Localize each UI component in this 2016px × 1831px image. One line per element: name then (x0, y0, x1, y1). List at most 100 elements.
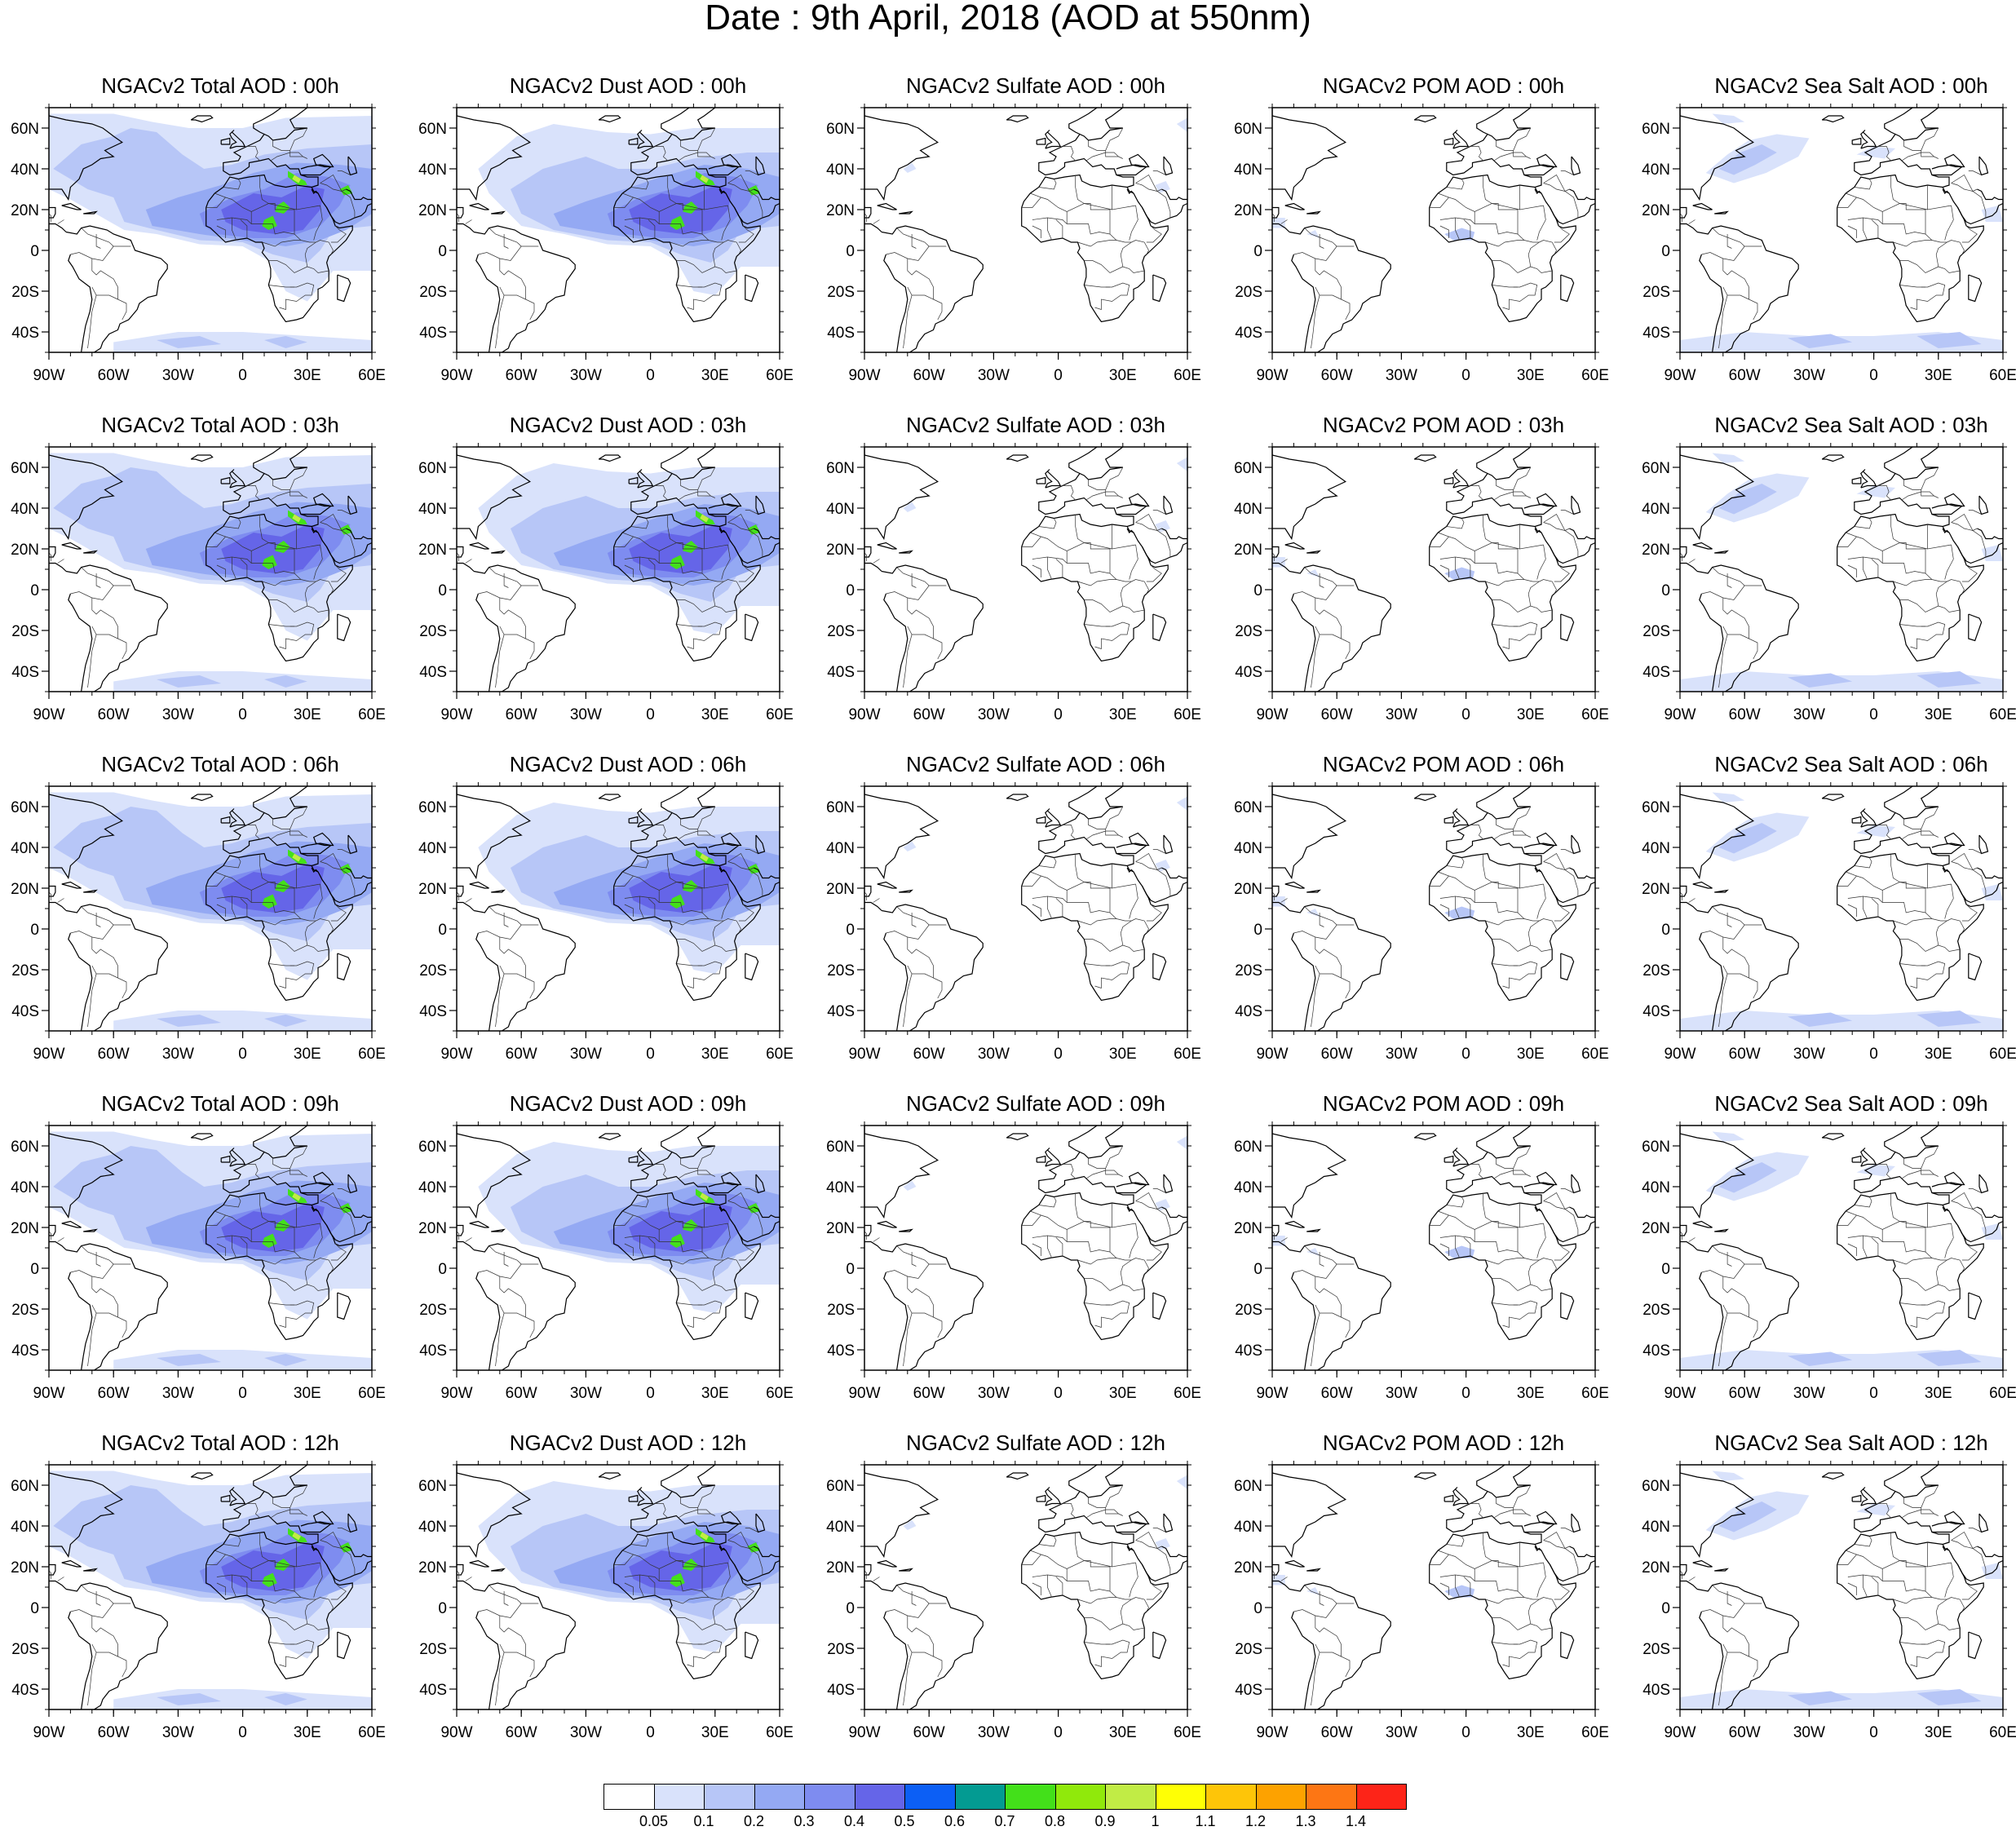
coastline (457, 546, 464, 558)
coastline (1680, 1224, 1687, 1236)
coastline (112, 1033, 118, 1036)
lat-tick-label: 20S (419, 1302, 447, 1319)
coastline (1335, 1712, 1342, 1714)
coastline (1569, 1546, 1595, 1558)
country-border (1129, 883, 1138, 919)
lat-tick-label: 40N (11, 161, 39, 179)
coastline (613, 187, 761, 323)
coastline (457, 206, 464, 219)
country-border (1047, 218, 1053, 241)
coastline (312, 1510, 334, 1525)
colorbar-swatch (1155, 1784, 1206, 1810)
country-border (1536, 883, 1546, 919)
coastline (1696, 225, 1799, 352)
coastline (883, 254, 909, 352)
country-border (886, 1270, 943, 1338)
coastline (1152, 1292, 1167, 1320)
country-border (873, 898, 880, 903)
country-border (1854, 1536, 1872, 1547)
country-border (57, 898, 64, 903)
country-border (1455, 218, 1461, 241)
aod-contour (113, 671, 372, 692)
country-border (320, 183, 356, 218)
map-panel-sulfate-09h: NGACv2 Sulfate AOD : 09h 90W 60W 30W 0 30E 60E… (816, 1091, 1223, 1417)
country-border (1951, 522, 1987, 557)
country-border (503, 234, 509, 249)
country-border (654, 146, 668, 161)
lon-tick-label: 60W (98, 706, 130, 723)
coastline (1884, 447, 1913, 475)
country-border (1722, 1263, 1745, 1279)
coastline (49, 901, 67, 911)
lon-tick-label: 90W (440, 1385, 472, 1402)
lat-tick-label: 20N (11, 542, 39, 559)
country-border (1968, 510, 1982, 515)
country-border (1899, 581, 1947, 613)
country-border (1530, 944, 1553, 952)
coastline (1116, 1521, 1148, 1533)
coastline (1152, 953, 1167, 981)
country-border (1722, 1304, 1749, 1318)
colorbar-label: 0.1 (693, 1813, 714, 1829)
lon-tick-label: 0 (1054, 1046, 1063, 1063)
coastline (1884, 1126, 1913, 1153)
country-border (1726, 913, 1732, 927)
country-border (1280, 898, 1288, 903)
lon-tick-label: 0 (1869, 706, 1878, 723)
country-border (70, 1609, 127, 1678)
lon-tick-label: 30W (1793, 367, 1825, 384)
lon-tick-label: 0 (646, 706, 655, 723)
coastline (899, 889, 913, 893)
coastline (49, 1465, 123, 1559)
lon-tick-label: 30W (162, 367, 194, 384)
country-border (489, 1245, 539, 1265)
lon-tick-label: 90W (1256, 706, 1288, 723)
map-panel-dust-09h: NGACv2 Dust AOD : 09h 90W 60W 30W 0 30E 60E 60N… (408, 1091, 816, 1417)
country-border (1455, 896, 1461, 919)
coastline (734, 1559, 780, 1582)
lon-tick-label: 30W (1793, 1724, 1825, 1741)
coastline (877, 881, 897, 889)
country-border (216, 1243, 226, 1256)
lat-tick-label: 40N (1642, 1179, 1670, 1196)
country-border (81, 906, 131, 926)
country-border (87, 634, 97, 688)
lat-tick-label: 40N (1234, 1179, 1262, 1196)
lon-tick-label: 30E (1109, 1385, 1137, 1402)
country-border (907, 1263, 930, 1279)
country-border (1968, 1188, 1982, 1193)
coastline (1699, 1611, 1724, 1709)
country-border (1539, 1597, 1557, 1612)
country-border (1863, 218, 1868, 241)
country-border (907, 245, 930, 261)
panel-title: NGACv2 Dust AOD : 12h (509, 1431, 747, 1455)
coastline (1714, 550, 1729, 554)
country-border (678, 1509, 711, 1519)
coastline (1272, 885, 1280, 897)
country-border (1722, 245, 1745, 261)
coastline (1931, 1521, 1964, 1533)
country-border (1315, 245, 1337, 261)
country-border (87, 973, 97, 1028)
lon-tick-label: 0 (238, 706, 247, 723)
country-border (687, 1639, 723, 1667)
country-border (1543, 1540, 1579, 1575)
lon-tick-label: 90W (848, 367, 880, 384)
country-border (903, 634, 913, 688)
coastline (1289, 225, 1391, 352)
lon-tick-label: 30E (1109, 1046, 1137, 1063)
country-border (1455, 1236, 1461, 1258)
country-border (270, 830, 303, 840)
lat-tick-label: 40S (419, 664, 447, 681)
coastline (734, 881, 780, 904)
lon-tick-label: 30E (1109, 706, 1137, 723)
lat-tick-label: 60N (826, 1139, 855, 1156)
country-border (1903, 140, 1921, 151)
aod-contour (747, 1542, 761, 1553)
lat-tick-label: 60N (418, 1478, 447, 1495)
lon-tick-label: 0 (1869, 1724, 1878, 1741)
country-border (1921, 467, 1939, 498)
coastline (1699, 593, 1724, 692)
